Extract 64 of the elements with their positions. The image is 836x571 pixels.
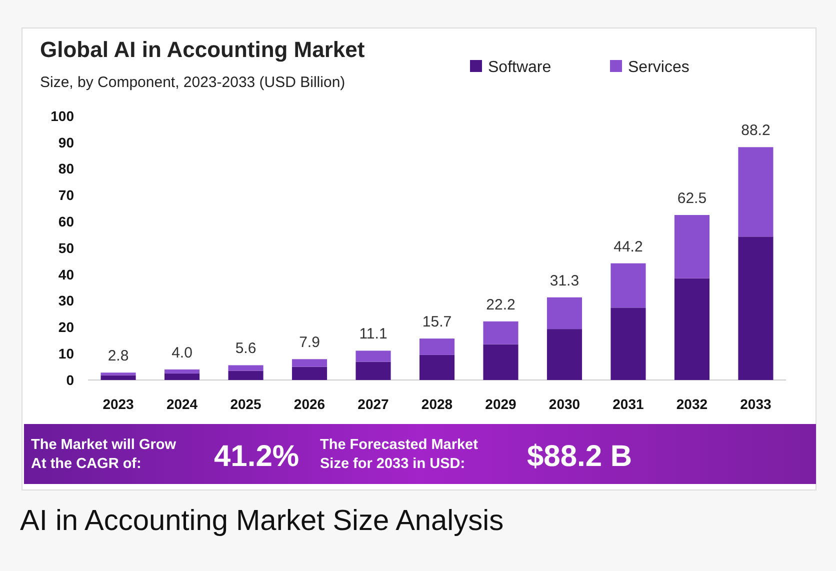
x-tick-label: 2026 xyxy=(294,396,326,412)
x-tick-label: 2029 xyxy=(485,396,517,412)
x-tick-label: 2023 xyxy=(102,396,134,412)
y-tick-label: 20 xyxy=(58,319,74,336)
x-tick-label: 2028 xyxy=(421,396,453,412)
text: The Forecasted Market Size for 2033 in USD: xyxy=(320,437,478,472)
y-tick-label: 10 xyxy=(58,346,74,362)
x-tick-label: 2024 xyxy=(166,396,198,412)
total-label: 22.2 xyxy=(486,296,516,314)
bar xyxy=(228,370,264,380)
y-tick-label: 30 xyxy=(58,292,74,309)
y-tick-label: 80 xyxy=(58,160,74,177)
x-tick-label: 2027 xyxy=(358,396,390,412)
bar xyxy=(610,263,646,308)
bar xyxy=(356,350,391,362)
text: $88.2 B xyxy=(527,440,632,473)
bar xyxy=(292,359,328,367)
bar xyxy=(164,373,200,380)
y-tick-label: 0 xyxy=(66,372,74,388)
total-label: 7.9 xyxy=(299,334,320,352)
total-label: 31.3 xyxy=(550,272,580,290)
bar xyxy=(738,236,774,380)
legend-label: Software xyxy=(488,59,552,76)
chart-title: Global AI in Accounting Market xyxy=(40,37,366,62)
legend-label: Services xyxy=(628,59,690,76)
y-tick-label: 60 xyxy=(58,214,74,230)
bar xyxy=(419,338,455,355)
bar xyxy=(483,321,518,344)
bar xyxy=(483,344,518,380)
y-tick-label: 70 xyxy=(58,187,74,204)
bar xyxy=(164,369,200,374)
y-tick-label: 50 xyxy=(58,240,74,256)
y-tick-label: 40 xyxy=(58,266,74,282)
bar xyxy=(100,375,136,380)
bar xyxy=(738,147,774,237)
bar xyxy=(100,372,136,376)
total-label: 15.7 xyxy=(422,314,452,331)
x-tick-label: 2033 xyxy=(740,396,772,412)
chart-subtitle: Size, by Component, 2023-2033 (USD Billion) xyxy=(40,74,346,91)
bar xyxy=(674,278,710,380)
bar xyxy=(546,329,582,380)
total-label: 4.0 xyxy=(172,344,192,362)
x-tick-label: 2031 xyxy=(612,396,644,412)
total-label: 62.5 xyxy=(677,190,707,207)
total-label: 11.1 xyxy=(359,326,388,343)
bar xyxy=(610,308,646,380)
x-tick-label: 2030 xyxy=(548,396,580,412)
x-tick-label: 2032 xyxy=(676,396,708,412)
text: 41.2% xyxy=(214,440,300,473)
bar xyxy=(546,297,582,330)
text: AI in Accounting Market Size Analysis xyxy=(20,505,504,537)
total-label: 88.2 xyxy=(741,122,770,140)
bar xyxy=(228,365,264,371)
y-tick-label: 90 xyxy=(58,134,74,150)
bar xyxy=(356,362,391,380)
total-label: 5.6 xyxy=(235,340,256,358)
bar xyxy=(419,354,455,380)
text: The Market will Grow At the CAGR of: xyxy=(31,437,177,472)
total-label: 44.2 xyxy=(614,238,643,256)
y-tick-label: 100 xyxy=(50,108,74,124)
x-tick-label: 2025 xyxy=(230,396,262,412)
bar xyxy=(292,366,328,380)
bar xyxy=(674,215,710,278)
total-label: 2.8 xyxy=(108,348,129,365)
